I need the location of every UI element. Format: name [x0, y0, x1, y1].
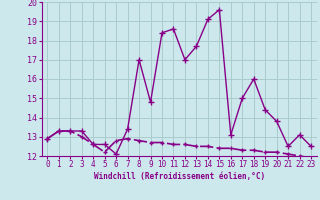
- X-axis label: Windchill (Refroidissement éolien,°C): Windchill (Refroidissement éolien,°C): [94, 172, 265, 181]
